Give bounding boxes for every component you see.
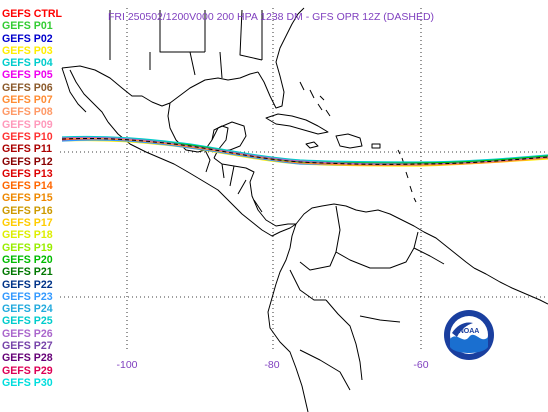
legend-item: GEFS P06 [2, 81, 53, 94]
legend-item: GEFS P30 [2, 376, 53, 389]
coast-us-gulf [169, 71, 259, 104]
legend-item: GEFS P29 [2, 364, 53, 377]
legend-item: GEFS P02 [2, 32, 53, 45]
legend-item: GEFS P05 [2, 69, 53, 82]
coast-south-america-north [295, 203, 475, 269]
legend-item: GEFS P14 [2, 180, 53, 193]
borders-central-america [204, 149, 263, 213]
legend-item: GEFS P27 [2, 340, 53, 353]
islands-lesser-antilles [397, 149, 417, 203]
noaa-logo-icon: NOAA [444, 310, 494, 360]
legend-item: GEFS P22 [2, 278, 53, 291]
coast-florida [257, 7, 305, 109]
legend-item: GEFS P20 [2, 253, 53, 266]
graticule [60, 8, 548, 352]
coast-mexico-gulf [167, 102, 229, 159]
borders-south-america [289, 205, 445, 391]
legend-item: GEFS P19 [2, 241, 53, 254]
legend-item: GEFS P24 [2, 303, 53, 316]
legend-item: GEFS P16 [2, 204, 53, 217]
logo-text: NOAA [459, 328, 480, 335]
island-puerto-rico [371, 143, 381, 149]
legend-item: GEFS P03 [2, 44, 53, 57]
border-us-mexico [61, 65, 171, 107]
map-title: FRI 250502/1200V000 200 HPA 1238 DM - GF… [108, 11, 435, 23]
contour-lines [61, 135, 548, 167]
coast-south-america-west [267, 223, 309, 412]
ensemble-legend: GEFS CTRL GEFS P01 GEFS P02 GEFS P03 GEFS P0… [2, 8, 62, 389]
lon-tick-60: -60 [413, 359, 429, 371]
legend-item: GEFS P23 [2, 290, 53, 303]
coast-mexico-pacific [107, 121, 199, 179]
coast-central-america-north [213, 157, 296, 227]
legend-item: GEFS P25 [2, 315, 53, 328]
coast-baja [61, 67, 109, 123]
legend-item: GEFS P18 [2, 229, 53, 242]
island-hispaniola [335, 133, 363, 149]
legend-item: GEFS P15 [2, 192, 53, 205]
legend-item: GEFS P10 [2, 130, 53, 143]
islands-bahamas [299, 81, 331, 117]
legend-item: GEFS P07 [2, 94, 53, 107]
coast-south-america-east [473, 267, 548, 305]
legend-item: GEFS P21 [2, 266, 53, 279]
us-state-lines [109, 9, 263, 79]
legend-item: GEFS P09 [2, 118, 53, 131]
coastlines [61, 7, 548, 412]
contour-gefs-p04 [61, 135, 548, 163]
legend-item: GEFS P04 [2, 57, 53, 70]
legend-item: GEFS P11 [2, 143, 53, 156]
legend-item: GEFS P17 [2, 217, 53, 230]
contour-gfs-opr [61, 137, 548, 165]
legend-item: GEFS CTRL [2, 8, 63, 20]
legend-item: GEFS P26 [2, 327, 53, 340]
legend-item: GEFS P13 [2, 167, 53, 180]
legend-item: GEFS P28 [2, 352, 53, 365]
lon-tick-100: -100 [116, 359, 138, 371]
coast-yucatan [211, 121, 247, 151]
island-jamaica [305, 141, 319, 149]
island-cuba [265, 113, 329, 135]
legend-item: GEFS P01 [2, 20, 53, 33]
legend-item: GEFS P12 [2, 155, 53, 168]
lon-tick-80: -80 [264, 359, 280, 371]
coast-central-america [197, 177, 297, 237]
legend-item: GEFS P08 [2, 106, 53, 119]
